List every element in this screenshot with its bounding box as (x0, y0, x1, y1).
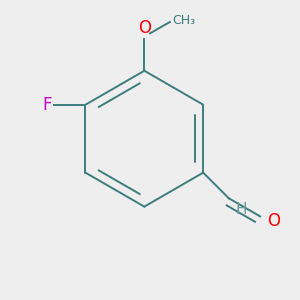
Text: F: F (42, 96, 52, 114)
Text: O: O (138, 19, 151, 37)
Text: CH₃: CH₃ (172, 14, 195, 27)
Text: O: O (267, 212, 280, 230)
Text: H: H (235, 202, 247, 217)
